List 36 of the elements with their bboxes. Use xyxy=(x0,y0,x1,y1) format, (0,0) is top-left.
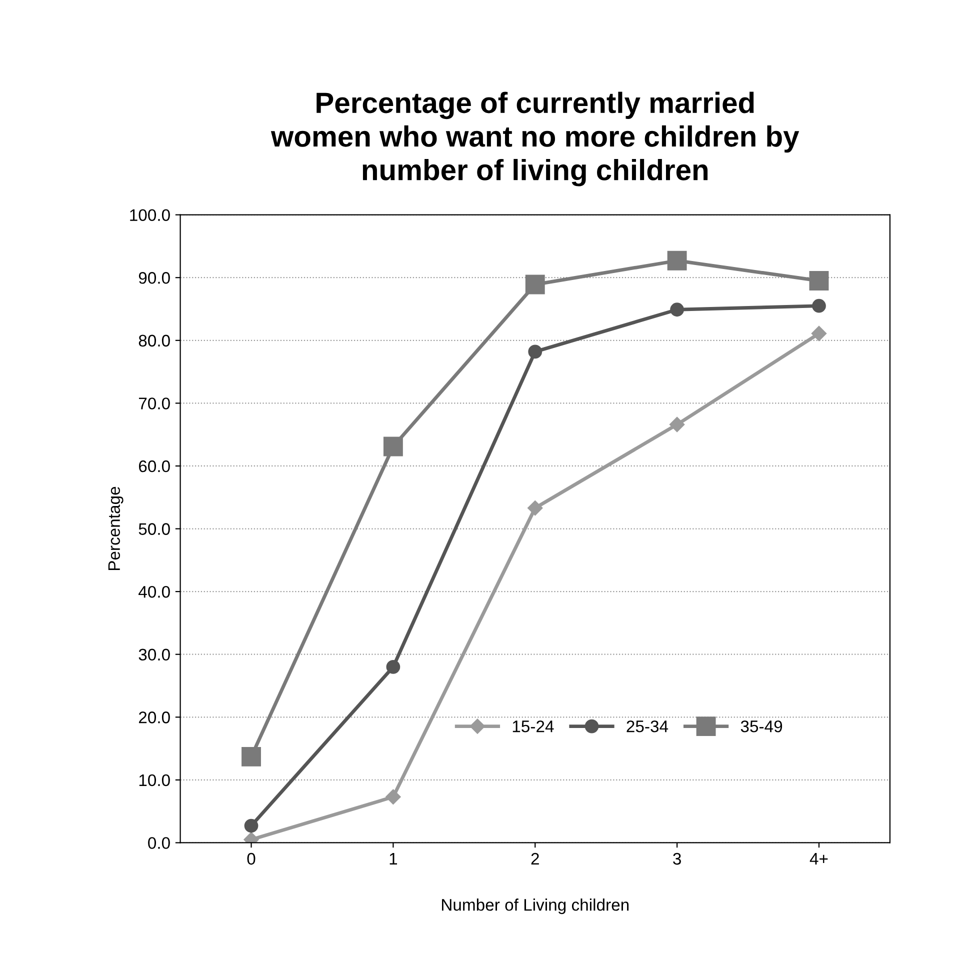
point xyxy=(528,344,542,359)
point xyxy=(244,818,258,833)
point xyxy=(669,416,685,432)
y-tick-label: 50.0 xyxy=(138,523,170,535)
point xyxy=(812,298,826,313)
x-tick-label: 1 xyxy=(390,853,398,865)
y-tick-label: 30.0 xyxy=(138,648,170,661)
y-tick-label: 40.0 xyxy=(138,586,170,598)
point xyxy=(383,436,403,456)
x-axis-title: Number of Living children xyxy=(442,898,629,914)
point xyxy=(670,302,684,317)
legend-label: 35-49 xyxy=(740,720,782,732)
point xyxy=(809,271,829,290)
y-axis-title: Percentage xyxy=(108,486,124,570)
point xyxy=(667,250,687,270)
legend-label: 25-34 xyxy=(626,720,668,732)
y-tick-label: 70.0 xyxy=(138,398,170,410)
x-tick-label: 3 xyxy=(673,852,681,865)
legend-label: 15-24 xyxy=(512,720,554,732)
y-tick-label: 20.0 xyxy=(138,712,170,724)
x-tick-label: 0 xyxy=(247,852,256,865)
point xyxy=(386,660,400,674)
point xyxy=(811,326,827,342)
x-tick-label: 2 xyxy=(531,852,539,865)
point xyxy=(242,746,261,766)
y-tick-label: 10.0 xyxy=(139,774,170,786)
x-tick-label: 4+ xyxy=(810,853,828,865)
y-tick-label: 60.0 xyxy=(138,460,170,472)
y-tick-label: 0.0 xyxy=(148,837,170,849)
y-tick-label: 80.0 xyxy=(138,334,170,347)
point xyxy=(525,274,545,294)
y-tick-label: 100.0 xyxy=(130,209,170,222)
chart-title: Percentage of currently married women who want no more children by number of living children xyxy=(270,92,800,186)
point xyxy=(528,500,543,516)
y-tick-label: 90.0 xyxy=(138,272,170,284)
point xyxy=(386,789,401,804)
